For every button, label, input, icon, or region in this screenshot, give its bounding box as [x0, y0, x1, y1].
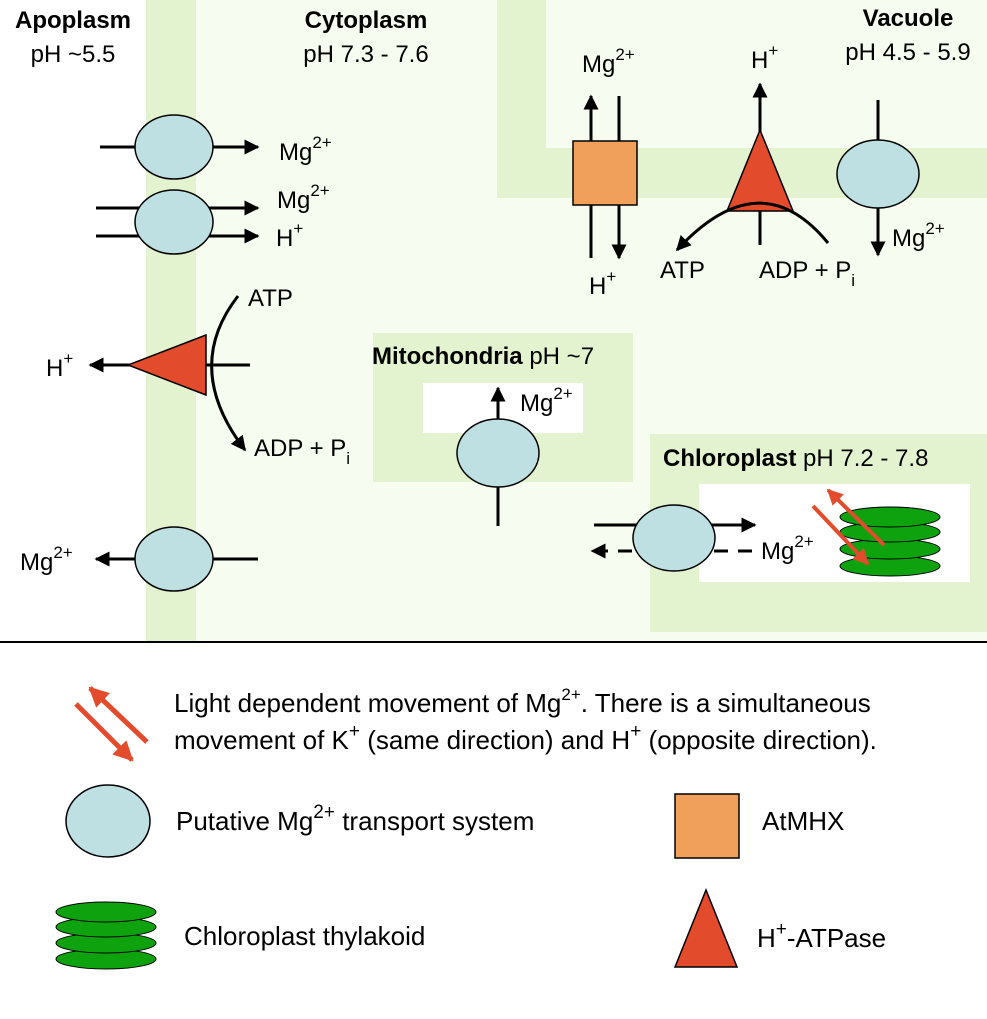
- plasma-mg-efflux-transporter: Mg2+: [20, 526, 258, 592]
- vacuole-ph: pH 4.5 - 5.9: [845, 39, 970, 66]
- svg-text:H+: H+: [751, 41, 778, 74]
- svg-text:H+: H+: [276, 219, 303, 252]
- legend-atpase-icon: [673, 887, 739, 968]
- mitochondria-mg-transporter: Mg2+: [456, 384, 573, 526]
- plasma-mg-h-symporter: Mg2+ H+: [96, 181, 330, 255]
- svg-text:ADP + Pi: ADP + Pi: [759, 257, 855, 290]
- legend-atpase-label: H+-ATPase: [757, 919, 886, 953]
- chloroplast-title: Chloroplast: [663, 445, 796, 472]
- svg-text:Mg2+: Mg2+: [277, 181, 330, 214]
- plasma-mg-influx-transporter: Mg2+: [100, 114, 332, 180]
- legend-transporter-icon: [65, 784, 151, 858]
- legend-atmhx-icon: [674, 793, 740, 859]
- svg-text:Mg2+: Mg2+: [761, 532, 814, 565]
- vacuole-title: Vacuole: [863, 5, 954, 32]
- svg-text:ATP: ATP: [660, 257, 705, 284]
- cytoplasm-ph: pH 7.3 - 7.6: [303, 41, 428, 68]
- svg-text:H+: H+: [589, 267, 616, 300]
- mitochondria-label: Mitochondria pH ~7: [372, 343, 594, 370]
- svg-text:H+: H+: [46, 349, 73, 382]
- svg-text:Mg2+: Mg2+: [892, 219, 945, 252]
- mitochondria-title: Mitochondria: [372, 343, 523, 370]
- vacuole-atmhx-exchanger: Mg2+ H+: [572, 45, 638, 300]
- svg-text:ATP: ATP: [248, 285, 293, 312]
- svg-text:Mg2+: Mg2+: [582, 45, 635, 78]
- chloroplast-ph: pH 7.2 - 7.8: [796, 445, 928, 472]
- svg-text:Mg2+: Mg2+: [279, 133, 332, 166]
- chloroplast-label: Chloroplast pH 7.2 - 7.8: [663, 445, 928, 472]
- apoplasm-title: Apoplasm: [15, 7, 131, 34]
- vacuole-mg-transporter: Mg2+: [836, 100, 945, 257]
- mitochondria-ph: pH ~7: [523, 343, 594, 370]
- svg-text:ADP + Pi: ADP + Pi: [254, 435, 350, 468]
- legend-thylakoid-icon: [55, 901, 157, 970]
- legend-thylakoid-label: Chloroplast thylakoid: [184, 921, 425, 951]
- legend-light-dependent-icon: [74, 686, 149, 762]
- legend-transporter-label: Putative Mg2+ transport system: [176, 802, 534, 836]
- svg-text:Mg2+: Mg2+: [520, 384, 573, 417]
- vacuole-h-atpase: H+ ATP ADP + Pi: [660, 41, 855, 290]
- legend-light-dependent-line1: Light dependent movement of Mg2+. There …: [174, 685, 871, 718]
- light-dependent-arrows: [811, 488, 886, 566]
- svg-text:Mg2+: Mg2+: [20, 543, 73, 576]
- legend-atmhx-label: AtMHX: [762, 806, 844, 836]
- legend-light-dependent-line2: movement of K+ (same direction) and H+ (…: [174, 721, 877, 755]
- chloroplast-mg-transporter: Mg2+: [590, 504, 814, 572]
- apoplasm-ph: pH ~5.5: [31, 41, 116, 68]
- cytoplasm-title: Cytoplasm: [305, 7, 428, 34]
- plasma-h-atpase: ATP ADP + Pi H+: [46, 285, 350, 468]
